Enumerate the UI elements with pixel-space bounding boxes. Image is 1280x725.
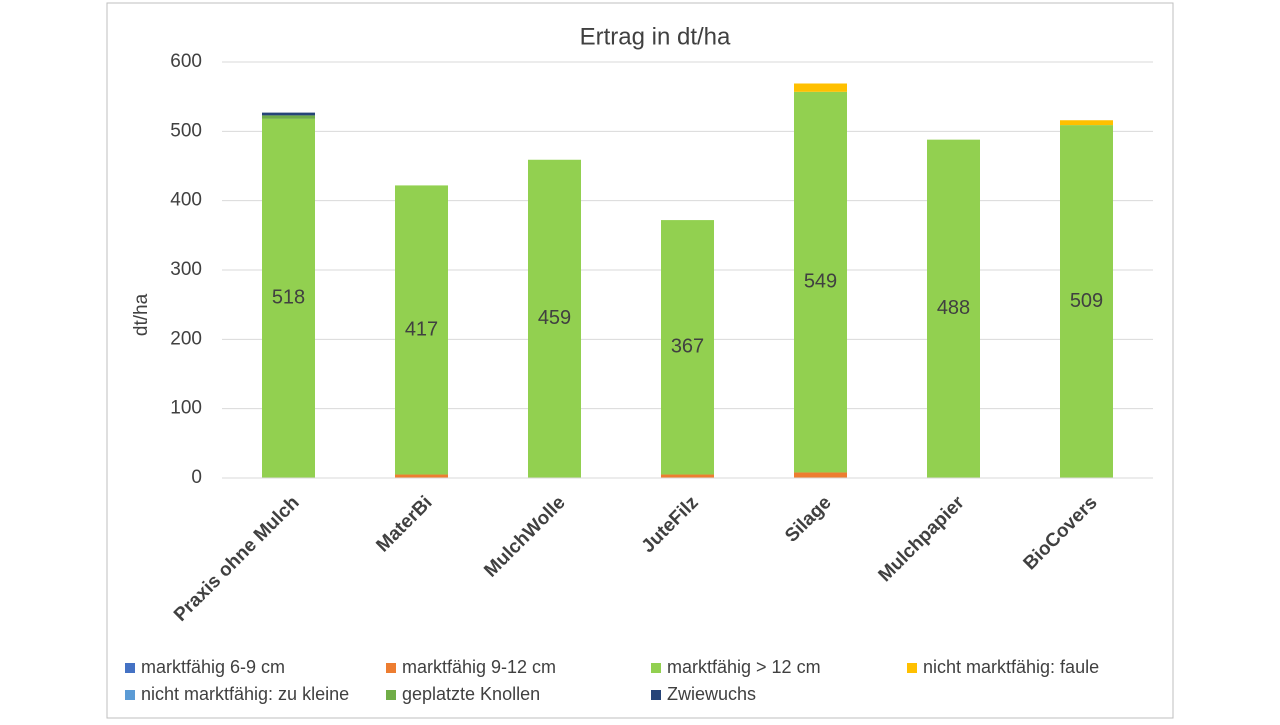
y-tick-label: 0 xyxy=(191,467,202,488)
legend-marker xyxy=(651,663,661,673)
data-label: 549 xyxy=(804,270,837,292)
bar-segment xyxy=(395,474,448,478)
bar-segment xyxy=(395,185,448,475)
legend-marker xyxy=(907,663,917,673)
bar-segment xyxy=(794,91,847,473)
legend-marker xyxy=(386,663,396,673)
data-label: 459 xyxy=(538,307,571,329)
bar-segment xyxy=(794,472,847,478)
chart-title: Ertrag in dt/ha xyxy=(580,23,731,50)
bar-segment xyxy=(262,115,315,119)
bar-segment xyxy=(927,139,980,479)
legend-label: marktfähig 6-9 cm xyxy=(141,657,285,677)
legend-label: nicht marktfähig: zu kleine xyxy=(141,684,349,704)
bar-segment xyxy=(794,83,847,92)
y-tick-label: 200 xyxy=(170,328,202,349)
data-label: 417 xyxy=(405,318,438,340)
legend-marker xyxy=(125,663,135,673)
bar-segment xyxy=(661,474,714,478)
legend-marker xyxy=(125,690,135,700)
bar-segment xyxy=(528,159,581,478)
y-tick-label: 300 xyxy=(170,259,202,280)
y-tick-label: 400 xyxy=(170,190,202,211)
data-label: 509 xyxy=(1070,290,1103,312)
legend-label: geplatzte Knollen xyxy=(402,684,540,704)
bar-segment xyxy=(661,220,714,475)
bar-segment xyxy=(262,112,315,116)
legend-label: nicht marktfähig: faule xyxy=(923,657,1099,677)
y-tick-label: 100 xyxy=(170,398,202,419)
legend-marker xyxy=(386,690,396,700)
legend-label: marktfähig 9-12 cm xyxy=(402,657,556,677)
bar-segment xyxy=(262,118,315,478)
bar-segment xyxy=(1060,125,1113,479)
bar-segment xyxy=(1060,120,1113,126)
data-label: 518 xyxy=(272,287,305,309)
legend-marker xyxy=(651,690,661,700)
data-label: 488 xyxy=(937,297,970,319)
legend-label: marktfähig > 12 cm xyxy=(667,657,821,677)
data-label: 367 xyxy=(671,336,704,358)
y-tick-label: 600 xyxy=(170,51,202,72)
y-axis-label: dt/ha xyxy=(131,293,152,336)
y-tick-label: 500 xyxy=(170,120,202,141)
legend-label: Zwiewuchs xyxy=(667,684,756,704)
